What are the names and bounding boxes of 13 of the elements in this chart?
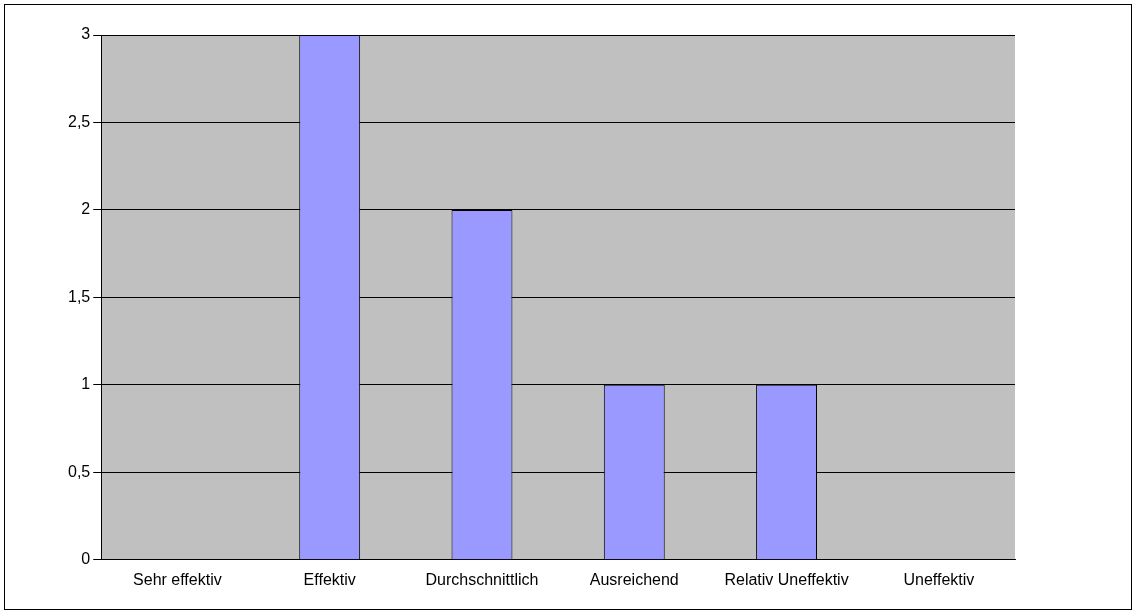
y-tick-label: 1 [81,375,91,393]
x-tick-label: Relativ Uneffektiv [724,570,849,588]
y-tick-label: 1,5 [67,287,91,305]
y-tick-label: 2 [81,200,91,218]
y-tick-label: 0 [81,550,91,568]
x-tick-label: Ausreichend [589,570,679,588]
x-tick-label: Durchschnittlich [425,570,539,588]
x-tick-label: Sehr effektiv [133,570,222,588]
x-tick-label: Effektiv [303,570,356,588]
x-tick-label: Uneffektiv [903,570,975,588]
y-tick-label: 3 [81,25,91,43]
y-tick-label: 0,5 [67,462,91,480]
y-tick-label: 2,5 [67,112,91,130]
